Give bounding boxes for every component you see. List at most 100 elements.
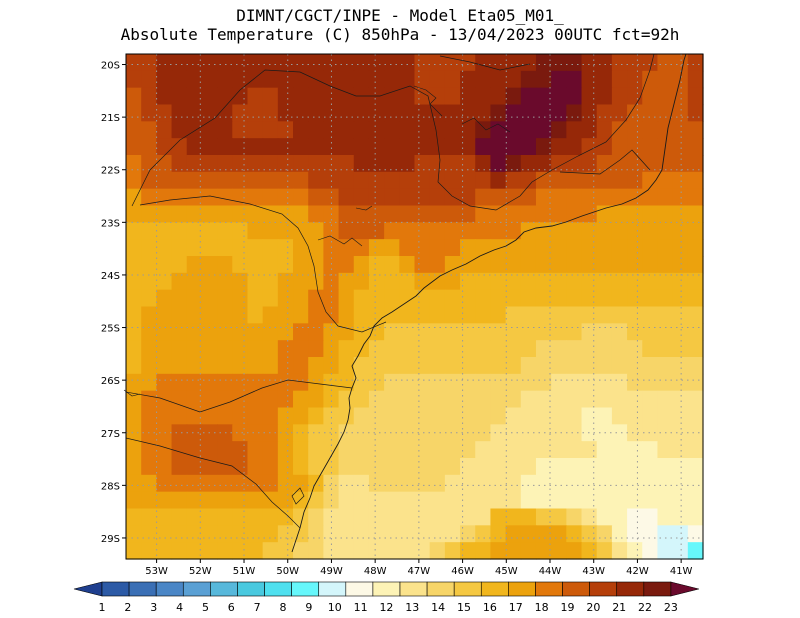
field-cell [171,54,188,72]
field-cell [399,87,416,106]
field-cell [277,474,294,493]
field-cell [627,407,643,425]
field-cell [384,138,400,156]
field-cell [627,525,643,543]
field-cell [596,491,613,510]
lat-tick-label: 28S [101,481,120,492]
field-cell [672,525,689,543]
field-cell [444,306,461,324]
field-cell [186,458,203,476]
field-cell [201,441,218,459]
field-cell [293,424,309,442]
field-cell [657,222,674,240]
field-cell [490,508,507,526]
field-cell [535,357,552,375]
field-cell [611,424,628,442]
field-cell [535,188,552,207]
field-cell [642,458,659,476]
field-cell [247,272,264,291]
field-cell [505,373,522,392]
field-cell [581,104,598,122]
field-cell [171,171,188,190]
field-cell [611,306,628,324]
field-cell [642,171,659,190]
field-cell [475,70,492,89]
lon-tick-label: 53W [145,566,168,577]
lat-tick-label: 26S [101,376,120,387]
chart-title-line-2: Absolute Temperature (C) 850hPa - 13/04/… [120,25,680,44]
field-cell [186,87,203,106]
field-cell [581,390,598,409]
field-cell [293,323,309,341]
field-cell [551,357,567,375]
field-cell [627,171,643,190]
field-cell [505,155,522,173]
field-cell [384,289,400,308]
colorbar-label: 3 [150,601,157,614]
field-cell [460,390,476,409]
field-cell [429,491,446,510]
field-cell [672,171,689,190]
field-cell [687,407,704,425]
field-cell [293,121,309,139]
field-cell [247,188,264,207]
field-cell [611,390,628,409]
colorbar-label: 18 [535,601,549,614]
field-cell [368,171,385,190]
field-cell [323,357,340,375]
field-cell [566,171,583,190]
field-cell [323,323,340,341]
field-cell [672,256,689,274]
colorbar-swatch [101,581,130,597]
field-cell [232,205,249,223]
field-cell [535,155,552,173]
field-cell [566,104,583,122]
field-cell [353,542,370,560]
field-cell [308,373,324,392]
field-cell [672,272,689,291]
field-cell [566,87,583,106]
field-cell [505,70,522,89]
field-cell [338,155,355,173]
state-border [125,379,353,413]
field-cell [642,138,659,156]
field-cell [429,205,446,223]
field-cell [475,340,492,358]
field-cell [657,104,674,122]
field-cell [535,222,552,240]
field-cell [399,542,416,560]
field-cell [247,54,264,72]
field-cell [217,171,233,190]
field-cell [186,155,203,173]
field-cell [444,289,461,308]
field-cell [611,70,628,89]
field-cell [399,289,416,308]
field-cell [460,357,476,375]
field-cell [293,542,309,560]
field-cell [384,474,400,493]
field-cell [642,87,659,106]
field-cell [338,138,355,156]
field-cell [566,205,583,223]
field-cell [475,239,492,257]
field-cell [368,205,385,223]
field-cell [520,188,537,207]
field-cell [687,87,704,106]
field-cell [596,441,613,459]
field-cell [596,171,613,190]
field-cell [627,306,643,324]
field-cell [687,373,704,392]
field-cell [384,188,400,207]
field-cell [262,155,279,173]
field-cell [308,155,324,173]
river [461,117,511,133]
lat-tick-label: 25S [101,324,120,335]
field-cell [217,239,233,257]
field-cell [353,70,370,89]
field-cell [672,323,689,341]
field-cell [217,474,233,493]
field-cell [126,357,142,375]
field-cell [353,239,370,257]
field-cell [596,323,613,341]
field-cell [611,340,628,358]
